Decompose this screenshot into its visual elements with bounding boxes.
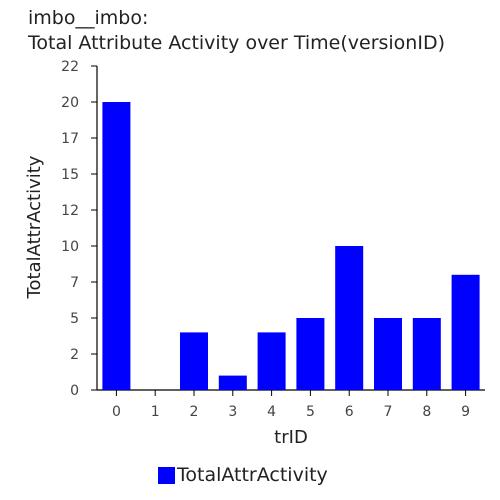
chart-title-line1: imbo__imbo:	[28, 7, 149, 29]
x-tick-label: 8	[422, 404, 431, 420]
legend-swatch	[158, 466, 175, 484]
y-tick-label: 5	[70, 311, 79, 327]
y-tick-label: 10	[61, 239, 79, 255]
bar	[451, 274, 480, 390]
x-tick-label: 4	[267, 404, 276, 420]
bar	[335, 246, 364, 390]
chart-title-line2: Total Attribute Activity over Time(versi…	[28, 32, 445, 54]
bar	[180, 332, 208, 390]
x-tick-label: 6	[345, 404, 354, 420]
bar	[296, 318, 325, 390]
x-axis-title: trID	[274, 427, 308, 448]
y-tick-label: 0	[70, 383, 79, 399]
bar	[218, 375, 247, 390]
bar	[374, 318, 402, 390]
x-tick-label: 0	[112, 404, 121, 420]
y-tick-label: 12	[61, 203, 79, 219]
y-axis-title: TotalAttrActivity	[24, 155, 45, 299]
y-tick-label: 20	[61, 95, 79, 111]
x-tick-label: 1	[151, 404, 160, 420]
legend: TotalAttrActivity	[158, 464, 328, 486]
y-tick-label: 17	[61, 131, 79, 147]
x-tick-label: 5	[306, 404, 315, 420]
y-tick-label: 7	[70, 275, 79, 291]
x-tick-label: 2	[190, 404, 199, 420]
x-tick-label: 7	[384, 404, 393, 420]
chart-title: imbo__imbo: Total Attribute Activity ove…	[28, 6, 445, 56]
y-tick-label: 15	[61, 167, 79, 183]
y-tick-label: 2	[70, 347, 79, 363]
bar	[412, 318, 441, 390]
legend-label: TotalAttrActivity	[177, 464, 328, 486]
y-tick-label: 22	[61, 59, 79, 75]
x-tick-label: 3	[228, 404, 237, 420]
x-tick-label: 9	[461, 404, 470, 420]
bar	[257, 332, 286, 390]
bar	[102, 102, 131, 390]
